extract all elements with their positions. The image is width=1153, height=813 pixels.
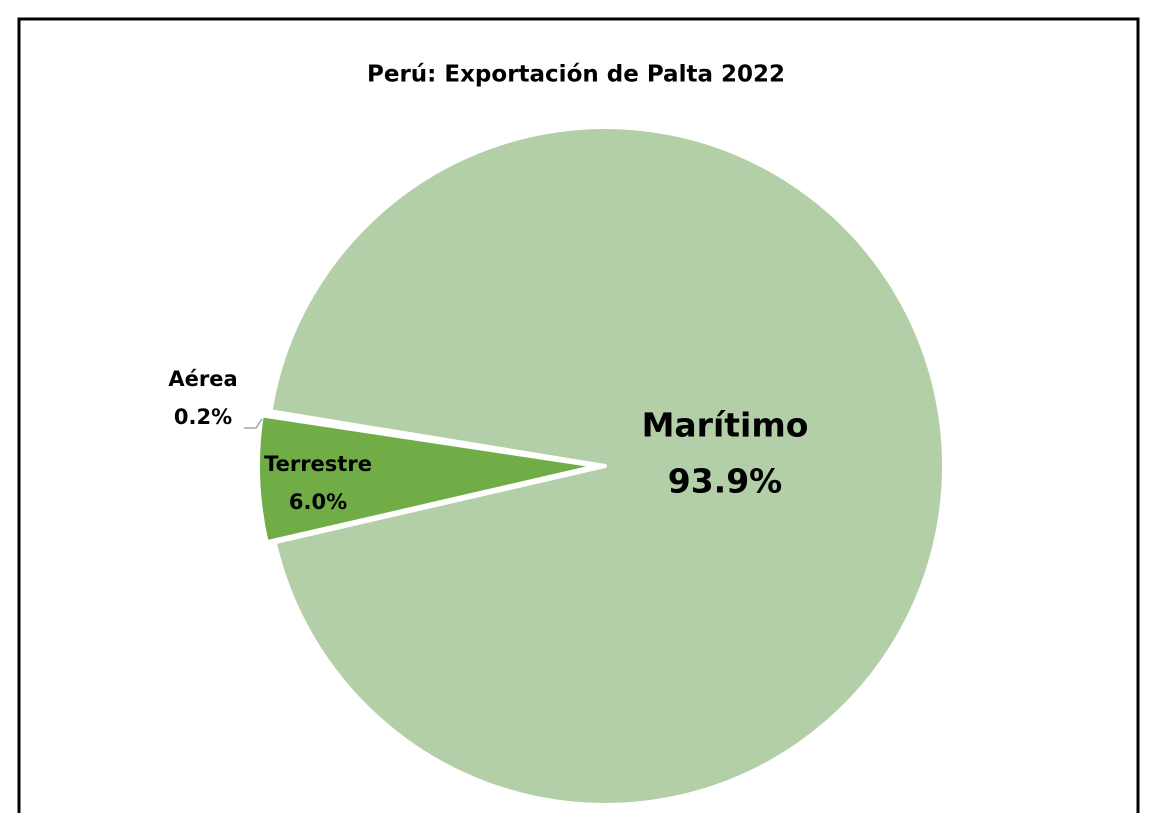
slice-label: Terrestre — [264, 452, 372, 476]
slice-label: Aérea — [168, 367, 237, 391]
chart-title: Perú: Exportación de Palta 2022 — [367, 62, 785, 88]
slice-value-label: 0.2% — [174, 405, 232, 429]
chart-border — [17, 17, 1140, 813]
leader-line — [244, 418, 263, 429]
slice-value-label: 93.9% — [668, 462, 783, 501]
pie-slice — [256, 413, 599, 545]
slice-value-label: 6.0% — [289, 490, 347, 514]
pie-slice — [268, 125, 946, 807]
slice-label: Marítimo — [642, 406, 809, 445]
